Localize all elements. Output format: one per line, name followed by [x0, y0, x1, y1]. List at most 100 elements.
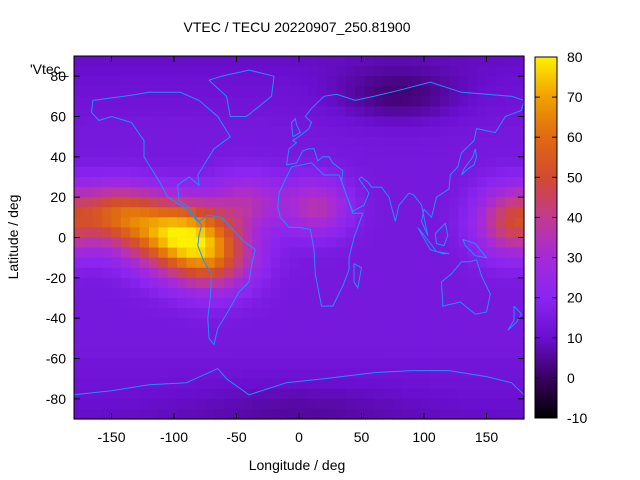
heatmap-cell: [195, 257, 206, 269]
heatmap-cell: [495, 156, 506, 168]
heatmap-cell: [83, 207, 94, 218]
heatmap-cell: [392, 318, 403, 329]
heatmap-cell: [195, 237, 206, 249]
heatmap-cell: [270, 287, 281, 299]
heatmap-cell: [111, 237, 122, 249]
heatmap-cell: [355, 247, 366, 259]
heatmap-cell: [149, 76, 159, 87]
heatmap-cell: [392, 287, 403, 299]
heatmap-cell: [177, 187, 188, 198]
heatmap-cell: [120, 277, 131, 289]
heatmap-cell: [214, 308, 225, 319]
heatmap-cell: [477, 388, 488, 400]
heatmap-cell: [420, 106, 431, 118]
heatmap-cell: [430, 227, 441, 239]
heatmap-cell: [308, 277, 319, 289]
heatmap-cell: [261, 66, 272, 77]
heatmap-cell: [111, 227, 122, 239]
heatmap-cell: [261, 156, 272, 168]
heatmap-cell: [495, 86, 506, 97]
heatmap-cell: [345, 166, 356, 178]
heatmap-cell: [195, 197, 206, 208]
heatmap-cell: [205, 66, 216, 77]
heatmap-cell: [74, 156, 84, 168]
heatmap-cell: [83, 76, 94, 87]
colorbar-tick-label: -10: [567, 410, 587, 426]
heatmap-cell: [336, 298, 347, 309]
heatmap-cell: [420, 388, 431, 400]
heatmap-cell: [167, 187, 178, 198]
heatmap-cell: [280, 86, 291, 97]
heatmap-cell: [495, 146, 506, 158]
heatmap-cell: [83, 116, 94, 128]
heatmap-cell: [158, 408, 169, 420]
heatmap-cell: [486, 398, 497, 410]
heatmap-cell: [402, 187, 413, 198]
heatmap-cell: [514, 86, 525, 97]
heatmap-cell: [383, 287, 394, 299]
heatmap-cell: [495, 237, 506, 249]
heatmap-cell: [411, 197, 422, 208]
heatmap-cell: [383, 156, 394, 168]
heatmap-cell: [83, 308, 94, 319]
heatmap-cell: [402, 368, 413, 380]
heatmap-cell: [186, 106, 197, 118]
heatmap-cell: [261, 227, 272, 239]
heatmap-cell: [242, 247, 253, 259]
heatmap-cell: [383, 66, 394, 77]
heatmap-cell: [327, 217, 338, 229]
heatmap-cell: [149, 197, 159, 208]
heatmap-cell: [252, 146, 263, 158]
heatmap-cell: [167, 177, 178, 188]
heatmap-cell: [167, 408, 178, 420]
heatmap-cell: [83, 398, 94, 410]
heatmap-cell: [214, 318, 225, 329]
heatmap-cell: [439, 287, 450, 299]
heatmap-cell: [402, 267, 413, 279]
heatmap-cell: [214, 277, 225, 289]
heatmap-cell: [177, 318, 188, 329]
heatmap-cell: [92, 207, 103, 218]
heatmap-cell: [364, 207, 375, 218]
heatmap-cell: [308, 348, 319, 360]
heatmap-cell: [280, 207, 291, 218]
heatmap-cell: [111, 177, 122, 188]
heatmap-cell: [92, 308, 103, 319]
heatmap-cell: [261, 267, 272, 279]
heatmap-cell: [317, 156, 328, 168]
heatmap-cell: [186, 328, 197, 339]
colorbar-tick-label: 50: [567, 169, 583, 185]
heatmap-cell: [270, 146, 281, 158]
heatmap-cell: [383, 126, 394, 138]
heatmap-cell: [345, 308, 356, 319]
heatmap-cell: [430, 368, 441, 380]
heatmap-cell: [111, 358, 122, 370]
heatmap-cell: [449, 76, 459, 87]
heatmap-cell: [233, 207, 244, 218]
heatmap-cell: [261, 277, 272, 289]
heatmap-cell: [392, 146, 403, 158]
heatmap-cell: [458, 247, 469, 259]
heatmap-cell: [383, 398, 394, 410]
heatmap-cell: [167, 267, 178, 279]
heatmap-cell: [270, 166, 281, 178]
heatmap-cell: [289, 398, 300, 410]
heatmap-cell: [261, 247, 272, 259]
heatmap-cell: [345, 398, 356, 410]
heatmap-cell: [364, 378, 375, 390]
heatmap-cell: [308, 86, 319, 97]
heatmap-cell: [514, 136, 525, 148]
heatmap-cell: [467, 358, 478, 370]
heatmap-cell: [111, 187, 122, 198]
colorbar-tick-label: 70: [567, 89, 583, 105]
heatmap-cell: [130, 318, 141, 329]
heatmap-cell: [205, 207, 216, 218]
heatmap-cell: [270, 378, 281, 390]
heatmap-cell: [430, 318, 441, 329]
heatmap-cell: [261, 308, 272, 319]
heatmap-cell: [102, 76, 113, 87]
heatmap-cell: [486, 116, 497, 128]
heatmap-cell: [92, 328, 103, 339]
heatmap-cell: [355, 166, 366, 178]
heatmap-cell: [167, 76, 178, 87]
